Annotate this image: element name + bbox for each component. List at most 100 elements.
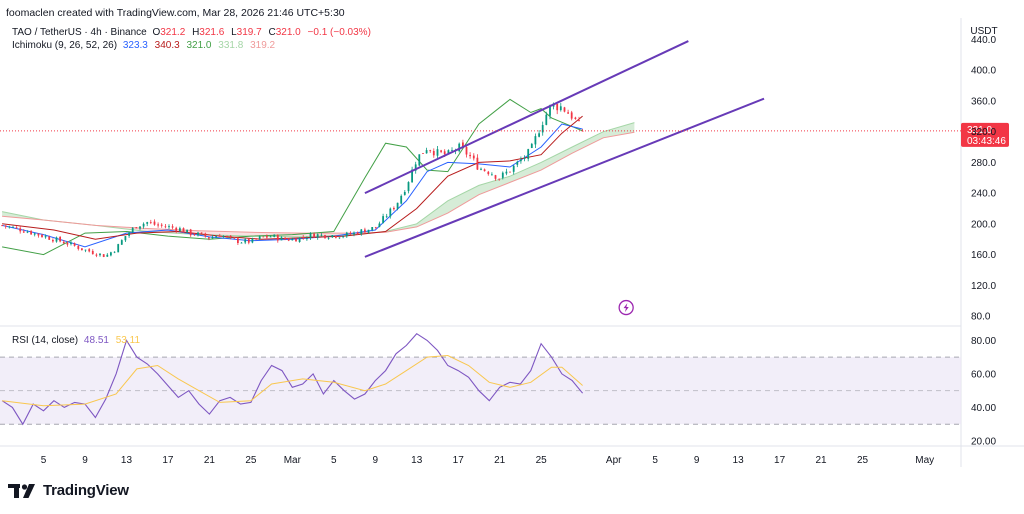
candle [320,233,323,237]
candle [291,237,294,241]
time-axis-tick: 17 [162,455,174,466]
candle [66,241,69,247]
candle [55,236,58,243]
candle [258,235,261,241]
candle-body [356,232,359,235]
candle-body [534,136,537,145]
ichimoku-legend[interactable]: Ichimoku (9, 26, 52, 26) 323.3 340.3 321… [12,40,279,51]
candle [117,243,120,253]
candle [106,253,109,257]
candle [574,116,577,120]
candle-body [443,151,446,155]
symbol-title[interactable]: TAO / TetherUS · 4h · Binance [12,27,147,38]
candle-body [516,161,519,165]
currency-label[interactable]: USDT [970,26,998,37]
rsi-title[interactable]: RSI (14, close) [12,335,79,346]
price-axis-tick: 240.0 [971,189,996,200]
tradingview-logo-text: TradingView [43,482,129,499]
candle-body [578,120,580,122]
candle-body [530,143,533,148]
candle-body [523,157,526,159]
tradingview-logo[interactable]: TradingView [8,482,129,499]
time-axis-tick: Mar [284,455,302,466]
candle [124,236,127,242]
candle [266,234,268,240]
candle-body [462,142,464,148]
time-axis-tick: 17 [774,455,786,466]
candle [364,227,366,233]
candle-body [139,226,141,229]
candle [37,233,40,238]
candle [306,236,308,241]
rsi-legend[interactable]: RSI (14, close) 48.51 53.11 [12,335,144,346]
candle-body [73,243,76,246]
candle-body [393,208,395,210]
candle-body [480,168,482,170]
candle [153,219,156,226]
candle [128,231,130,238]
candle [102,254,105,258]
time-axis-tick: 5 [41,455,47,466]
time-axis-tick: 13 [121,455,133,466]
candle-body [33,233,36,235]
time-axis-tick: 9 [82,455,88,466]
candle-body [182,228,185,233]
candle-body [48,236,51,240]
candle-body [472,155,475,159]
candle [494,174,497,181]
candle [157,222,159,228]
channel-upper-trendline[interactable] [364,40,689,195]
candle-body [498,178,501,180]
candle [563,106,566,113]
time-axis-tick: May [915,455,934,466]
candle-body [229,235,232,238]
candle [149,219,152,225]
candle-body [306,238,308,240]
candle [135,227,138,229]
candle-body [396,202,399,209]
rsi-ma-line [2,354,583,407]
candle-body [302,237,305,238]
ichimoku-title[interactable]: Ichimoku (9, 26, 52, 26) [12,40,118,51]
candle-body [509,171,511,173]
candle [407,181,410,194]
candle [418,154,421,167]
candle [505,168,508,176]
candle-body [313,233,315,238]
candle [432,148,435,158]
candle [465,145,468,158]
candle-body [276,235,279,241]
candle [349,231,352,235]
candle [309,232,312,240]
candle-body [527,149,530,159]
channel-lower-trendline[interactable] [364,97,765,258]
candle-body [135,227,138,229]
candle-body [179,228,181,232]
event-icon[interactable] [618,299,634,316]
candle-body [487,171,490,175]
candle [472,153,475,161]
symbol-legend[interactable]: TAO / TetherUS · 4h · Binance O321.2 H32… [12,27,375,38]
candle [110,251,112,257]
candle [139,226,141,231]
candle-body [117,244,120,253]
candle [516,160,519,168]
candle [378,221,381,228]
candle-body [110,252,112,256]
candle [142,222,145,229]
candle [48,235,51,240]
candle [91,249,94,255]
candle-body [520,159,522,162]
candle-countdown-label: 03:43:46 [967,136,1006,147]
candle [313,232,315,238]
candle [538,130,540,138]
candle [327,236,330,240]
candle-body [367,229,370,233]
candle-body [374,227,377,228]
candle [335,235,337,239]
candle-body [15,227,18,229]
candle-body [193,234,196,236]
candle-body [425,150,428,154]
span-a-value: 331.8 [218,40,244,51]
